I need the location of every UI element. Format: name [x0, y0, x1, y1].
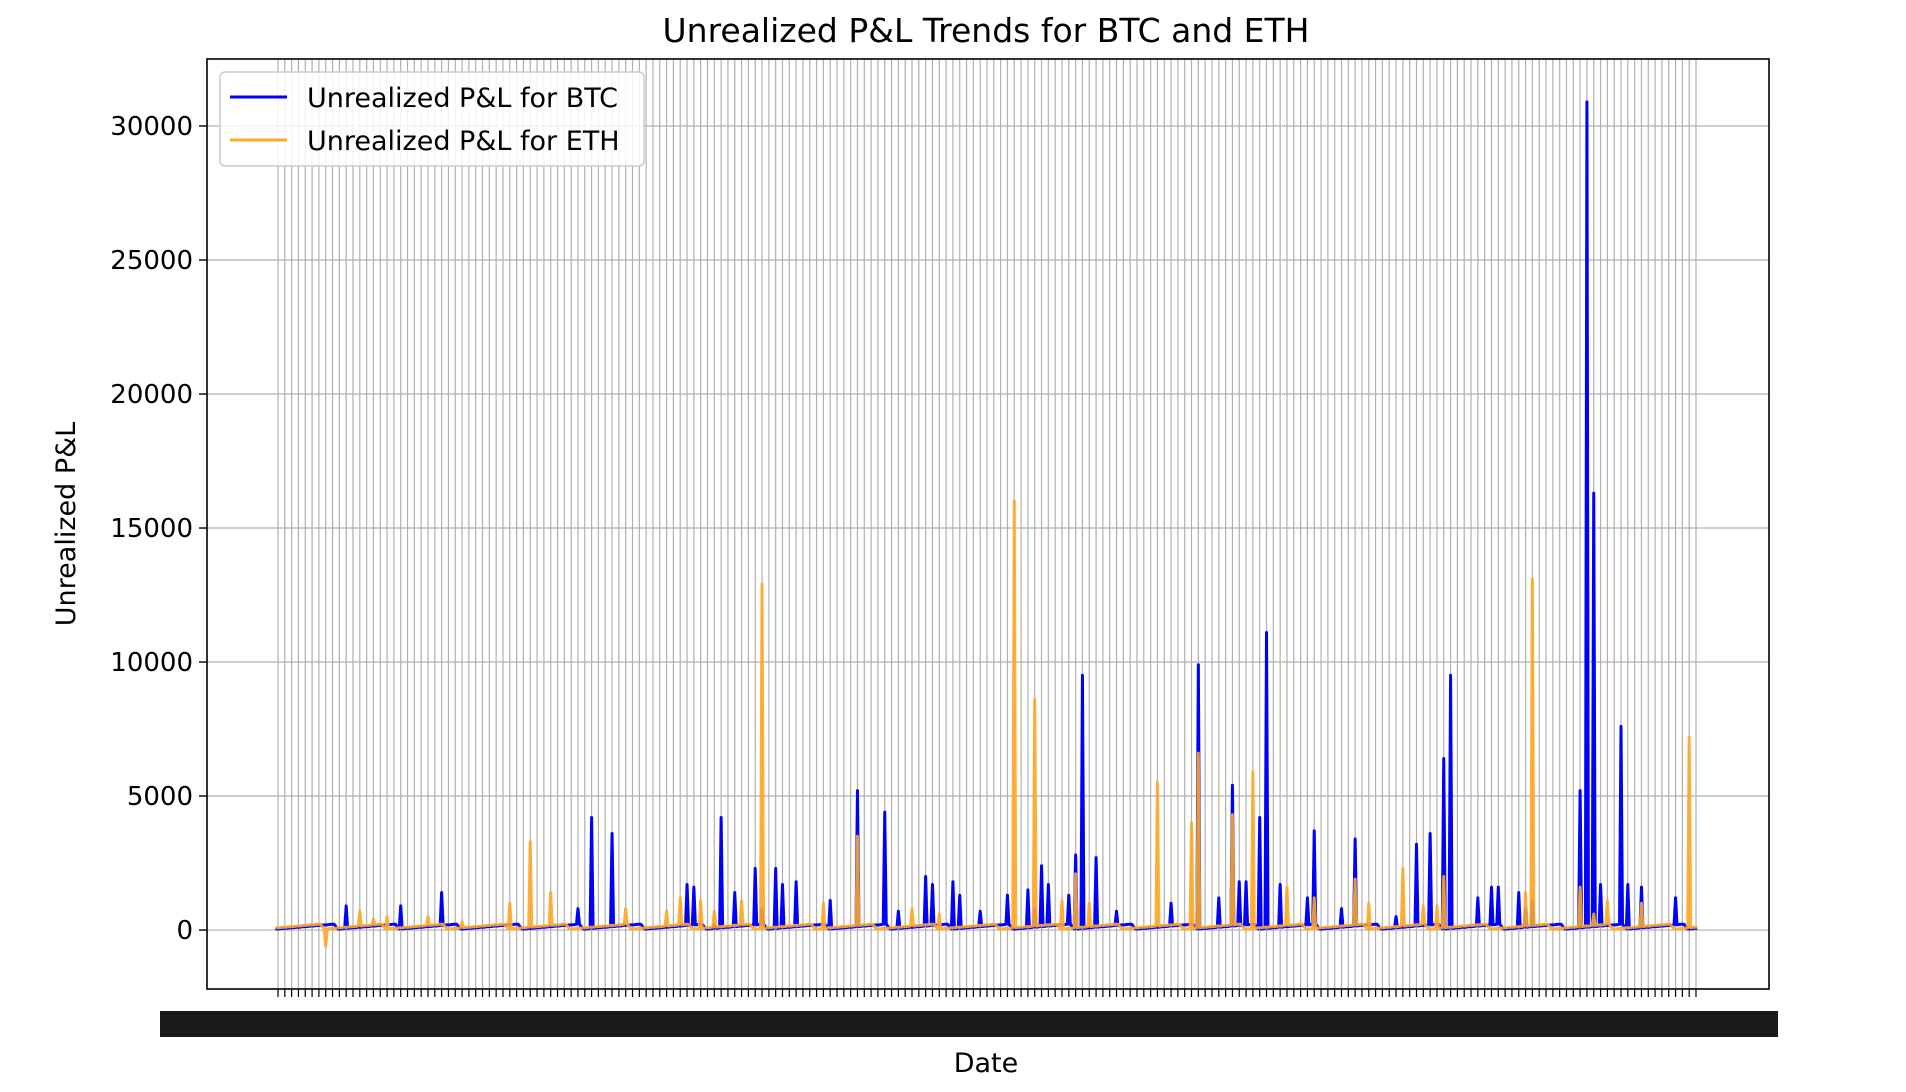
legend-label-eth: Unrealized P&L for ETH: [307, 126, 620, 157]
y-axis-label: Unrealized P&L: [51, 422, 82, 626]
x-ticks: [160, 989, 1778, 1037]
legend: Unrealized P&L for BTC Unrealized P&L fo…: [219, 71, 645, 167]
plot-frame: [206, 58, 1770, 990]
y-ticks: 0 5000 10000 15000 20000 25000 30000: [110, 112, 207, 946]
x-axis-label: Date: [954, 1048, 1019, 1079]
legend-label-btc: Unrealized P&L for BTC: [307, 83, 618, 114]
series-line-eth: [275, 499, 1698, 948]
y-tick-label: 5000: [127, 782, 193, 812]
chart-title: Unrealized P&L Trends for BTC and ETH: [663, 11, 1310, 50]
legend-box: [219, 71, 645, 167]
x-tick-label-band: [160, 1011, 1778, 1037]
y-tick-label: 0: [176, 916, 193, 946]
y-tick-label: 20000: [110, 380, 193, 410]
y-tick-label: 30000: [110, 112, 193, 142]
series-lines: [275, 100, 1698, 948]
y-tick-label: 25000: [110, 246, 193, 276]
y-tick-label: 10000: [110, 648, 193, 678]
y-tick-label: 15000: [110, 514, 193, 544]
